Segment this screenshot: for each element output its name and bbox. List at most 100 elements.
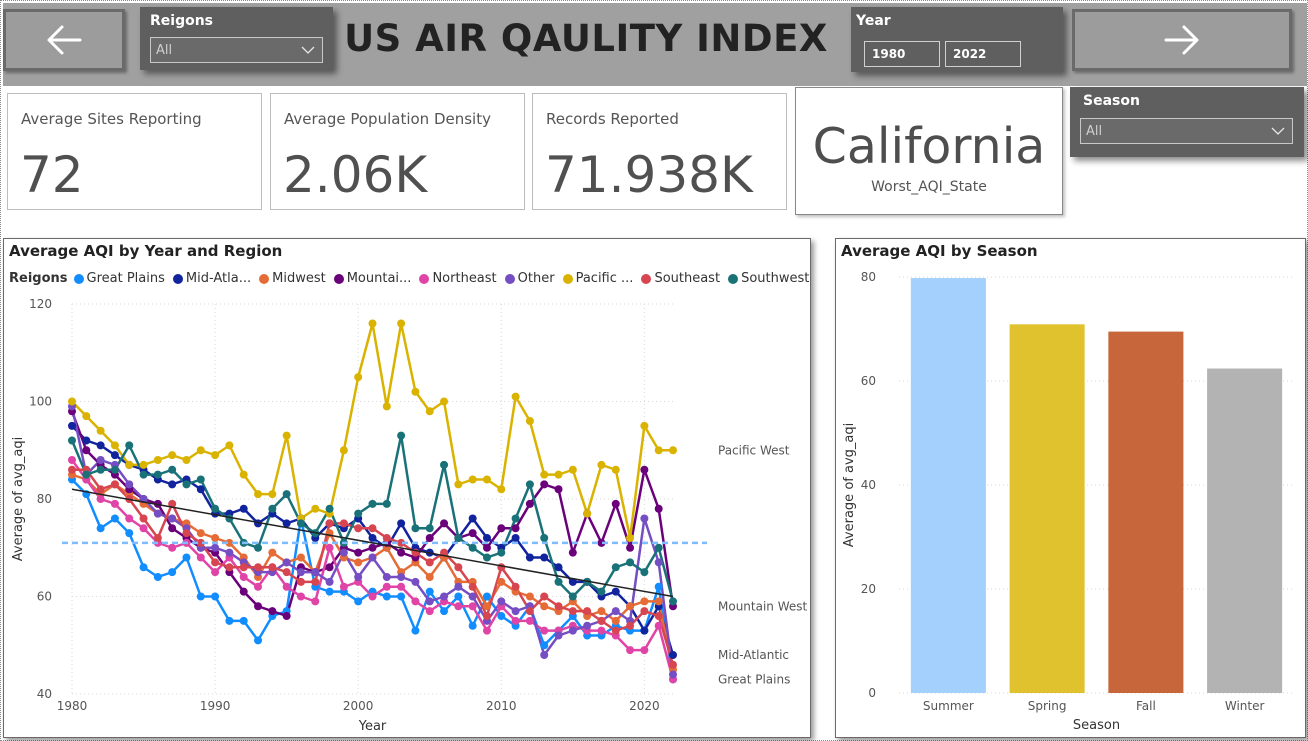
data-point-pacific-west[interactable]: [153, 456, 162, 464]
data-point-mountain-west[interactable]: [497, 524, 506, 533]
data-point-mid-atlantic[interactable]: [110, 451, 119, 460]
data-point-mountain-west[interactable]: [468, 529, 477, 538]
data-point-southeast[interactable]: [540, 592, 549, 601]
data-point-northeast[interactable]: [68, 456, 76, 464]
data-point-northeast[interactable]: [511, 616, 520, 625]
data-point-midwest[interactable]: [540, 602, 549, 611]
data-point-southwest[interactable]: [397, 431, 406, 440]
data-point-northeast[interactable]: [296, 592, 305, 601]
year-end-input[interactable]: 2022: [945, 41, 1021, 67]
data-point-southwest[interactable]: [540, 534, 549, 542]
data-point-southwest[interactable]: [525, 480, 534, 489]
data-point-southeast[interactable]: [611, 626, 620, 635]
data-point-other[interactable]: [311, 568, 320, 577]
data-point-southwest[interactable]: [168, 465, 177, 474]
data-point-great-plains[interactable]: [354, 597, 363, 606]
data-point-mountain-west[interactable]: [440, 519, 449, 528]
data-point-other[interactable]: [296, 568, 305, 577]
data-point-southeast[interactable]: [425, 558, 434, 567]
data-point-mountain-west[interactable]: [540, 480, 549, 489]
data-point-northeast[interactable]: [397, 582, 406, 591]
data-point-southeast[interactable]: [482, 612, 491, 620]
data-point-pacific-west[interactable]: [382, 402, 391, 411]
regions-dropdown[interactable]: All: [150, 37, 323, 63]
data-point-mountain-west[interactable]: [268, 607, 277, 616]
data-point-pacific-west[interactable]: [540, 470, 549, 479]
data-point-midwest[interactable]: [196, 529, 205, 538]
data-point-mid-atlantic[interactable]: [397, 519, 406, 528]
data-point-mountain-west[interactable]: [482, 543, 491, 552]
data-point-southwest[interactable]: [568, 592, 577, 601]
data-point-southwest[interactable]: [139, 470, 148, 479]
data-point-mid-atlantic[interactable]: [482, 534, 491, 542]
data-point-southwest[interactable]: [68, 436, 76, 445]
data-point-southeast[interactable]: [640, 607, 649, 616]
data-point-southwest[interactable]: [82, 470, 91, 479]
data-point-southeast[interactable]: [239, 563, 248, 572]
data-point-mountain-west[interactable]: [654, 504, 663, 513]
data-point-pacific-west[interactable]: [554, 470, 563, 479]
data-point-midwest[interactable]: [497, 577, 506, 586]
data-point-northeast[interactable]: [139, 524, 148, 533]
data-point-pacific-west[interactable]: [282, 431, 291, 440]
data-point-mid-atlantic[interactable]: [540, 553, 549, 562]
data-point-pacific-west[interactable]: [268, 490, 277, 499]
data-point-southwest[interactable]: [196, 475, 205, 484]
data-point-great-plains[interactable]: [110, 514, 119, 523]
data-point-midwest[interactable]: [211, 534, 220, 542]
data-point-mountain-west[interactable]: [626, 543, 635, 552]
data-point-southeast[interactable]: [296, 577, 305, 586]
data-point-other[interactable]: [382, 573, 391, 581]
data-point-mountain-west[interactable]: [511, 524, 520, 533]
data-point-pacific-west[interactable]: [139, 460, 148, 469]
data-point-great-plains[interactable]: [196, 592, 205, 601]
legend-item-great-plains[interactable]: Great Plains: [73, 271, 165, 286]
bar-winter[interactable]: [1207, 368, 1283, 693]
data-point-other[interactable]: [554, 631, 563, 640]
data-point-pacific-west[interactable]: [425, 407, 434, 416]
data-point-other[interactable]: [454, 582, 463, 591]
data-point-other[interactable]: [397, 573, 406, 581]
data-point-pacific-west[interactable]: [339, 446, 348, 455]
data-point-mountain-west[interactable]: [611, 499, 620, 508]
data-point-great-plains[interactable]: [411, 626, 420, 635]
data-point-northeast[interactable]: [325, 543, 334, 552]
data-point-mid-atlantic[interactable]: [669, 651, 677, 659]
data-point-pacific-west[interactable]: [568, 465, 577, 474]
data-point-great-plains[interactable]: [125, 529, 134, 538]
data-point-great-plains[interactable]: [96, 524, 105, 533]
data-point-great-plains[interactable]: [168, 568, 177, 577]
data-point-northeast[interactable]: [454, 602, 463, 611]
data-point-other[interactable]: [468, 592, 477, 601]
data-point-pacific-west[interactable]: [68, 397, 76, 406]
data-point-southwest[interactable]: [482, 553, 491, 562]
data-point-great-plains[interactable]: [139, 563, 148, 572]
data-point-southeast[interactable]: [368, 524, 377, 533]
data-point-mid-atlantic[interactable]: [554, 563, 563, 572]
data-point-mid-atlantic[interactable]: [368, 534, 377, 542]
data-point-midwest[interactable]: [626, 602, 635, 611]
data-point-northeast[interactable]: [196, 553, 205, 562]
data-point-other[interactable]: [96, 456, 105, 464]
bar-spring[interactable]: [1009, 324, 1085, 693]
data-point-southwest[interactable]: [626, 558, 635, 567]
data-point-southwest[interactable]: [468, 543, 477, 552]
data-point-mountain-west[interactable]: [354, 548, 363, 557]
data-point-great-plains[interactable]: [225, 616, 234, 625]
data-point-mid-atlantic[interactable]: [640, 626, 649, 635]
data-point-great-plains[interactable]: [254, 636, 263, 645]
data-point-southeast[interactable]: [382, 534, 391, 542]
data-point-southeast[interactable]: [110, 480, 119, 489]
data-point-mountain-west[interactable]: [82, 446, 91, 455]
data-point-mountain-west[interactable]: [368, 543, 377, 552]
data-point-great-plains[interactable]: [425, 587, 434, 596]
data-point-southeast[interactable]: [68, 465, 76, 474]
legend-item-mountain-west[interactable]: Mountai...: [333, 271, 411, 286]
data-point-southeast[interactable]: [254, 563, 263, 572]
data-point-southwest[interactable]: [454, 534, 463, 542]
data-point-southeast[interactable]: [139, 514, 148, 523]
data-point-southwest[interactable]: [254, 543, 263, 552]
data-point-northeast[interactable]: [382, 582, 391, 591]
data-point-southwest[interactable]: [654, 543, 663, 552]
data-point-mountain-west[interactable]: [554, 485, 563, 494]
